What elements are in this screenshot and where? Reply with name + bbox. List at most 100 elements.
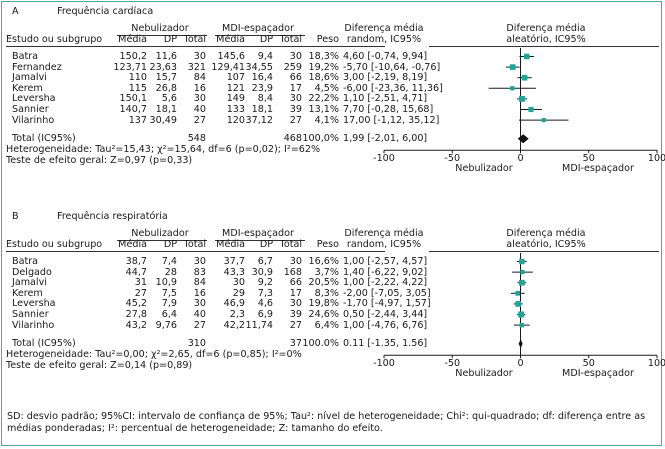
total-neb: 27: [193, 114, 206, 126]
study-name: Kerem: [12, 287, 43, 299]
weight: 19,2%: [308, 61, 339, 73]
study-marker: [518, 311, 525, 318]
sd-neb: 15,7: [155, 72, 177, 84]
mean-mdi: 43,3: [223, 266, 245, 278]
sd-mdi: 6,7: [257, 256, 273, 267]
sd-mdi: 34,55: [245, 61, 273, 73]
mean-mdi: 121: [226, 82, 245, 94]
mean-mdi: 46,9: [223, 298, 245, 310]
total-neb: 84: [193, 277, 206, 289]
weight: 18,3%: [308, 51, 339, 62]
mean-neb: 115: [128, 82, 147, 94]
sd-mdi: 18,1: [251, 104, 273, 115]
mean-neb: 27,8: [125, 309, 147, 320]
col-mean-neb: Média: [118, 34, 147, 45]
pooled-diamond: [517, 134, 529, 144]
x-label-favours-mdi: MDI-espaçador: [562, 163, 634, 175]
study-marker: [519, 95, 525, 102]
sd-neb: 30,49: [149, 114, 177, 126]
study-marker: [515, 301, 522, 307]
mean-neb: 38,7: [125, 256, 147, 267]
total-neb: 27: [193, 319, 206, 331]
total-neb: 40: [193, 104, 206, 115]
weight: 20,5%: [308, 277, 339, 289]
mean-difference-ci: -1,70 [-4,97, 1,57]: [343, 298, 431, 310]
mean-difference-ci: 0,50 [-2,44, 3,44]: [343, 309, 428, 320]
study-marker: [510, 86, 515, 91]
sd-mdi: 7,3: [257, 287, 273, 299]
x-tick-label: 50: [582, 358, 595, 370]
x-tick-label: 0: [517, 153, 524, 165]
weight: 4,5%: [314, 82, 339, 94]
sd-mdi: 23,9: [251, 82, 273, 94]
mean-neb: 43,2: [125, 319, 147, 331]
mean-neb: 123,71: [113, 61, 147, 73]
col-weight: Peso: [316, 34, 339, 45]
total-label: Total (IC95%): [12, 338, 76, 350]
total-n-mdi: 468: [283, 133, 302, 145]
sd-neb: 26,8: [155, 82, 177, 94]
total-weight: 100,0%: [302, 133, 339, 145]
mean-neb: 137: [128, 114, 147, 126]
sd-neb: 23,63: [149, 61, 177, 73]
mean-neb: 150,2: [119, 51, 147, 62]
mean-difference-ci: 1,40 [-6,22, 9,02]: [343, 266, 428, 278]
total-n-neb: 310: [187, 338, 206, 350]
total-mdi: 66: [289, 72, 302, 84]
total-neb: 30: [193, 51, 206, 62]
mean-neb: 31: [134, 277, 147, 289]
col-study: Estudo ou subgrupo: [6, 34, 103, 45]
mean-mdi: 129,41: [211, 61, 245, 73]
weight: 24,6%: [308, 309, 339, 320]
sd-neb: 7,9: [161, 298, 177, 310]
group-header-mdi: MDI-espaçador: [222, 23, 294, 34]
sd-neb: 9,76: [155, 319, 177, 331]
weight: 22,2%: [308, 93, 339, 105]
mean-difference-ci: -2,00 [-7,05, 3,05]: [343, 287, 431, 299]
overall-effect-test: Teste de efeito geral: Z=0,14 (p=0,89): [6, 360, 193, 372]
sd-neb: 11,6: [155, 51, 177, 62]
effect-header-line1: Diferença média: [344, 228, 424, 239]
weight: 3,7%: [314, 266, 339, 278]
overall-effect-test: Teste de efeito geral: Z=0,97 (p=0,33): [6, 155, 193, 167]
total-mdi: 30: [289, 93, 302, 105]
effect-header-line2: random, IC95%: [346, 34, 422, 45]
weight: 16,6%: [308, 256, 339, 267]
group-underline-left: [117, 240, 207, 241]
col-total-mdi: Total: [279, 34, 302, 45]
col-mean-mdi: Média: [216, 239, 245, 250]
sd-neb: 10,9: [155, 277, 177, 289]
mean-mdi: 120: [226, 114, 245, 126]
weight: 13,1%: [308, 104, 339, 115]
heterogeneity: Heterogeneidade: Tau²=15,43; χ²=15,64, d…: [6, 144, 321, 156]
header-rule-plot: [429, 251, 659, 252]
plot-header-line1: Diferença média: [506, 228, 586, 239]
header-rule-plot: [429, 46, 659, 47]
mean-difference-ci: 3,00 [-2,19, 8,19]: [343, 72, 428, 84]
mean-difference-ci: -6,00 [-23,36, 11,36]: [343, 82, 443, 94]
study-name: Leversha: [12, 298, 56, 310]
sd-mdi: 37,12: [245, 114, 273, 126]
total-mdi: 27: [289, 319, 302, 331]
mean-difference-ci: 4,60 [-0,74, 9,94]: [343, 51, 428, 62]
study-marker: [519, 322, 525, 328]
sd-mdi: 9,4: [257, 51, 273, 62]
col-total-mdi: Total: [279, 239, 302, 250]
x-tick-label: 100: [647, 153, 665, 165]
footnote: SD: desvio padrão; 95%CI: intervalo de c…: [7, 411, 646, 434]
x-label-favours-nebulizer: Nebulizador: [455, 368, 513, 380]
study-marker: [521, 74, 528, 81]
total-neb: 321: [187, 61, 206, 73]
panel-label: B: [12, 211, 19, 222]
col-sd-mdi: DP: [259, 34, 273, 45]
total-mdi: 39: [289, 104, 302, 115]
group-underline-right: [215, 240, 305, 241]
study-marker: [528, 106, 534, 113]
mean-difference-ci: 1,00 [-2,22, 4,22]: [343, 277, 428, 289]
study-name: Sannier: [12, 104, 49, 115]
panel-label: A: [12, 6, 19, 17]
panel-title: Frequência cardíaca: [57, 6, 154, 17]
header-rule: [6, 46, 385, 47]
mean-neb: 110: [128, 72, 147, 84]
